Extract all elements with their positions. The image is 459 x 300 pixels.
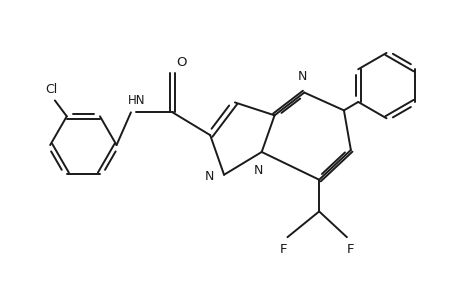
Text: Cl: Cl — [45, 83, 57, 97]
Text: O: O — [176, 56, 187, 69]
Text: HN: HN — [128, 94, 146, 107]
Text: N: N — [204, 170, 214, 183]
Text: F: F — [279, 243, 286, 256]
Text: N: N — [253, 164, 263, 177]
Text: F: F — [347, 243, 354, 256]
Text: N: N — [297, 70, 306, 83]
